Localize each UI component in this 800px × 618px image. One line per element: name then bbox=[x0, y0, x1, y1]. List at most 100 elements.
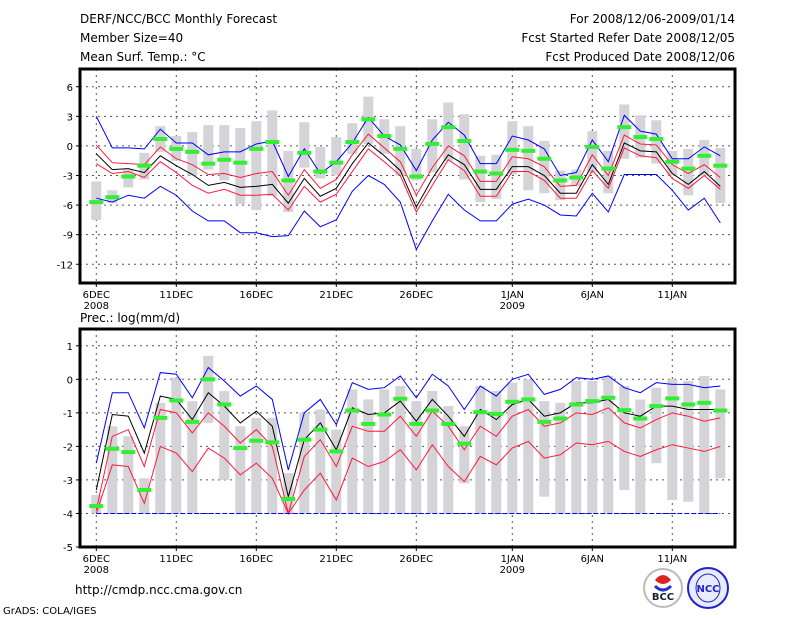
observation-mark bbox=[377, 412, 392, 417]
spread-bar bbox=[267, 110, 278, 197]
prec-panel-label: Prec.: log(mm/d) bbox=[80, 311, 180, 325]
spread-bar bbox=[139, 478, 150, 514]
observation-mark bbox=[201, 161, 216, 166]
spread-bar bbox=[427, 391, 438, 514]
observation-mark bbox=[601, 395, 616, 400]
observation-mark bbox=[217, 157, 232, 162]
x-tick-label: 21DEC bbox=[319, 290, 353, 301]
temp-panel-label: Mean Surf. Temp.: °C bbox=[80, 50, 206, 64]
x-tick-label: 11DEC bbox=[159, 290, 193, 301]
spread-bar bbox=[331, 429, 342, 514]
plot-frame bbox=[78, 67, 737, 285]
y-tick-label: -9 bbox=[63, 231, 73, 242]
observation-mark bbox=[137, 163, 152, 168]
spread-bar bbox=[475, 155, 486, 203]
observation-mark bbox=[681, 402, 696, 407]
x-tick-label: 11JAN bbox=[657, 554, 687, 565]
spread-bar bbox=[491, 154, 502, 200]
spread-bar bbox=[571, 380, 582, 514]
ncc-logo-text: NCC bbox=[696, 584, 719, 595]
spread-bar bbox=[459, 114, 470, 180]
series-line-max bbox=[95, 114, 721, 178]
observation-mark bbox=[249, 438, 264, 443]
spread-bar bbox=[667, 379, 678, 501]
observation-mark bbox=[521, 397, 536, 402]
y-tick-label: -1 bbox=[63, 409, 73, 420]
observation-mark bbox=[297, 150, 312, 155]
x-tick-label: 21DEC bbox=[319, 554, 353, 565]
observation-mark bbox=[121, 450, 136, 455]
observation-mark bbox=[105, 446, 120, 451]
spread-bar bbox=[347, 123, 358, 154]
observation-mark bbox=[665, 159, 680, 164]
x-tick-label: 1JAN bbox=[501, 290, 524, 301]
y-tick-label: 0 bbox=[67, 375, 73, 386]
observation-mark bbox=[121, 174, 136, 179]
observation-mark bbox=[281, 497, 296, 502]
spread-bar bbox=[187, 401, 198, 514]
observation-mark bbox=[713, 163, 728, 168]
spread-bar bbox=[475, 386, 486, 514]
x-tick-label: 26DEC bbox=[399, 554, 433, 565]
y-tick-label: 1 bbox=[67, 342, 73, 353]
spread-bar bbox=[171, 377, 182, 514]
observation-mark bbox=[713, 408, 728, 413]
observation-mark bbox=[553, 178, 568, 183]
observation-mark bbox=[457, 138, 472, 143]
observation-mark bbox=[281, 178, 296, 183]
x-tick-label: 11JAN bbox=[657, 290, 687, 301]
observation-mark bbox=[457, 441, 472, 446]
observation-mark bbox=[233, 160, 248, 165]
series-line-mean bbox=[95, 391, 721, 497]
spread-bar bbox=[299, 122, 310, 168]
x-tick-label: 11DEC bbox=[159, 554, 193, 565]
figure-title: DERF/NCC/BCC Monthly Forecast bbox=[80, 12, 277, 26]
observation-mark bbox=[89, 504, 104, 509]
observation-mark bbox=[649, 404, 664, 409]
spread-bar bbox=[379, 389, 390, 514]
series-line-upper bbox=[95, 407, 721, 516]
observation-mark bbox=[665, 396, 680, 401]
observation-mark bbox=[217, 402, 232, 407]
observation-mark bbox=[697, 153, 712, 158]
x-tick-year-label: 2009 bbox=[500, 565, 525, 576]
spread-bar bbox=[651, 387, 662, 464]
observation-mark bbox=[489, 411, 504, 416]
observation-mark bbox=[265, 139, 280, 144]
x-tick-year-label: 2008 bbox=[84, 565, 109, 576]
grads-credit: GrADS: COLA/IGES bbox=[3, 606, 97, 617]
observation-mark bbox=[681, 166, 696, 171]
observation-mark bbox=[185, 149, 200, 154]
y-tick-label: -5 bbox=[63, 543, 73, 554]
series-line-min bbox=[96, 174, 721, 251]
spread-bar bbox=[651, 120, 662, 164]
spread-bar bbox=[683, 380, 694, 502]
series-line-lower bbox=[96, 147, 721, 214]
spread-bar bbox=[235, 426, 246, 514]
observation-mark bbox=[393, 396, 408, 401]
spread-bar bbox=[491, 391, 502, 514]
forecast-period: For 2008/12/06-2009/01/14 bbox=[570, 12, 735, 26]
x-tick-label: 6DEC bbox=[83, 554, 110, 565]
observation-mark bbox=[409, 421, 424, 426]
observation-mark bbox=[617, 125, 632, 130]
spread-bar bbox=[459, 426, 470, 484]
spread-bar bbox=[315, 146, 326, 179]
observation-mark bbox=[393, 146, 408, 151]
series-line-max bbox=[95, 366, 721, 470]
started-date: Fcst Started Refer Date 2008/12/05 bbox=[521, 31, 735, 45]
y-tick-label: -4 bbox=[63, 509, 73, 520]
x-tick-label: 26DEC bbox=[399, 290, 433, 301]
observation-mark bbox=[361, 421, 376, 426]
observation-mark bbox=[345, 408, 360, 413]
spread-bar bbox=[123, 436, 134, 514]
observation-mark bbox=[633, 135, 648, 140]
observation-mark bbox=[329, 449, 344, 454]
spread-bar bbox=[523, 379, 534, 514]
spread-bar bbox=[219, 391, 230, 480]
plot-frame bbox=[78, 327, 737, 549]
y-tick-label: -3 bbox=[63, 172, 73, 183]
spread-bar bbox=[699, 375, 710, 514]
observation-mark bbox=[329, 160, 344, 165]
